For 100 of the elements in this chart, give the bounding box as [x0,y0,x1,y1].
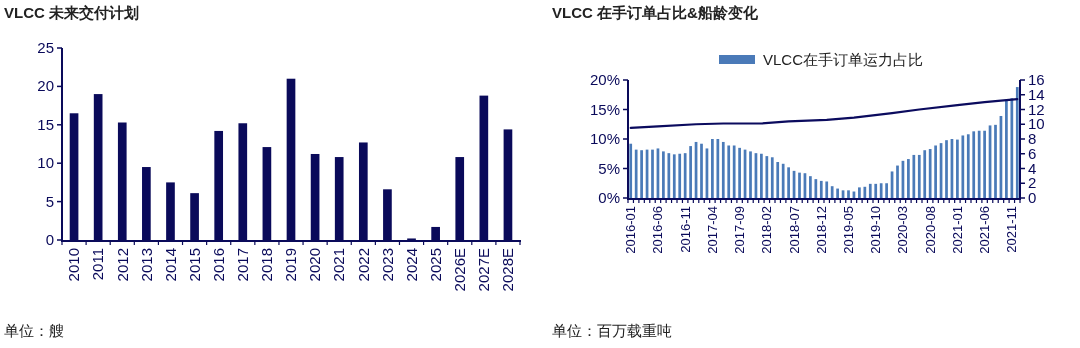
y-tick-label: 20% [589,71,620,88]
bar [874,183,878,198]
x-tick-label: 2014 [161,248,179,282]
bar [798,172,801,198]
bar [945,140,948,198]
chart-title: VLCC 未来交付计划 [4,4,139,21]
x-tick-label: 2024 [402,248,420,282]
y2-tick-label: 10 [1028,115,1045,133]
bar [787,167,790,198]
text: 单位：艘 [4,322,64,339]
bar [721,141,725,198]
y-tick-label: 0 [45,231,54,248]
x-tick-label: 2021-01 [949,206,965,254]
y-tick-label: 5% [598,159,620,177]
bar [830,186,834,198]
bar [781,163,785,198]
bar [863,186,867,198]
x-tick-label: 2020 [306,248,324,282]
text: 单位：百万载重吨 [552,322,672,339]
bar [662,151,665,198]
bar [961,135,965,198]
bar [667,153,671,198]
x-tick-label: 2025 [426,248,444,282]
x-tick-label: 2017-04 [704,206,720,254]
bar [732,145,736,198]
x-tick-label: 2026E [450,248,468,292]
x-tick-label: 2021-06 [977,206,993,254]
x-tick-label: 2023 [378,248,396,282]
bar [634,149,638,198]
y2-tick-label: 16 [1028,71,1045,88]
bar [672,154,676,198]
x-tick-label: 2020-08 [922,206,938,254]
bar [678,153,682,198]
x-tick-label: 2017 [234,248,252,282]
x-tick-label: 2019-05 [841,206,857,254]
bar [689,146,692,198]
bar [923,150,927,198]
x-tick-label: 2018-12 [813,206,829,254]
x-tick-label: 2018-07 [786,206,802,254]
bar [711,139,714,198]
bar [885,183,888,198]
bar [738,147,741,198]
bar [770,157,774,198]
y2-tick-label: 4 [1028,159,1037,177]
x-tick-label: 2016-01 [623,206,639,254]
y-tick-label: 10% [589,130,620,147]
bar [819,180,823,198]
bar [966,134,970,198]
bar [972,131,976,198]
x-tick-label: 2011 [89,248,107,281]
bar [868,183,872,198]
x-tick-label: 2020-03 [895,206,911,254]
y2-tick-label: 2 [1028,174,1037,192]
y2-tick-label: 14 [1028,85,1045,103]
y2-tick-label: 6 [1028,144,1037,162]
x-tick-label: 2021-11 [1004,206,1020,253]
x-tick-label: 2015 [185,248,203,282]
x-tick-label: 2016-11 [677,206,693,253]
x-tick-label: 2016-06 [650,206,666,254]
bar [640,150,643,198]
y2-tick-label: 8 [1028,130,1037,147]
x-tick-label: 2027E [475,248,493,292]
x-tick-label: 2010 [65,248,83,282]
bar [977,130,981,198]
bar [1015,87,1019,198]
x-tick-label: 2016 [209,248,227,282]
y2-tick-label: 0 [1028,189,1037,206]
legend-label: VLCC在手订单运力占比 [763,51,924,68]
bar [1005,100,1008,198]
x-tick-label: 2028E [499,248,517,292]
bar [765,156,769,198]
y-tick-label: 10 [37,154,54,172]
bar [809,176,812,198]
bar [994,124,997,198]
bar [858,187,861,198]
bar [700,143,703,198]
bar [749,151,752,198]
y-tick-label: 5 [45,192,54,210]
bar [847,190,850,198]
y-tick-label: 20 [37,77,54,95]
y-tick-label: 15% [589,100,620,118]
bar [629,143,633,198]
bar [934,145,937,198]
bar [683,153,687,198]
x-tick-label: 2012 [113,248,131,282]
bar [727,145,731,198]
bar [825,181,829,198]
bar [917,154,921,198]
x-tick-label: 2018 [258,248,276,282]
y2-tick-label: 12 [1028,100,1045,118]
bar [879,183,883,198]
chart-title: VLCC 在手订单占比&船龄变化 [552,4,759,21]
bar [956,139,959,198]
y-tick-label: 25 [37,39,54,56]
x-tick-label: 2019-10 [868,206,884,254]
bar [760,153,763,198]
bar [907,159,910,198]
x-tick-label: 2018-02 [759,206,775,254]
bar [928,149,932,198]
bar [776,162,780,198]
